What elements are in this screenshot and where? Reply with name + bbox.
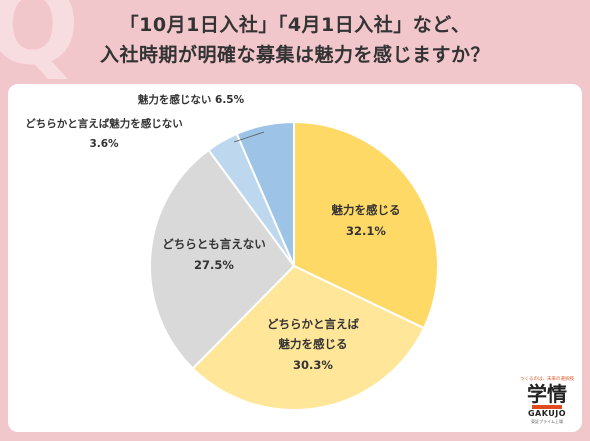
gakujo-logo: つくるのは、未来の選択肢 学情 GAKUJO 東証プライム上場 bbox=[516, 376, 578, 425]
q-mark-decoration: Q bbox=[0, 0, 80, 89]
label-slice-4: 魅力を感じない 6.5% bbox=[138, 93, 245, 106]
label-slice-2-name: どちらとも言えない bbox=[162, 237, 266, 251]
label-slice-1-name-b: 魅力を感じる bbox=[279, 337, 348, 351]
logo-bar bbox=[532, 405, 562, 409]
pie-slice-0 bbox=[293, 120, 439, 330]
logo-latin: GAKUJO bbox=[527, 409, 567, 418]
label-slice-2-value: 27.5% bbox=[194, 258, 234, 272]
pie-chart: 魅力を感じる 32.1% どちらかと言えば 魅力を感じる 30.3% どちらとも… bbox=[25, 93, 439, 411]
chart-panel: 魅力を感じる 32.1% どちらかと言えば 魅力を感じる 30.3% どちらとも… bbox=[8, 84, 582, 432]
pie-slice-2 bbox=[149, 148, 296, 370]
label-slice-0-name: 魅力を感じる bbox=[332, 203, 401, 217]
label-slice-1-value: 30.3% bbox=[293, 358, 333, 372]
label-slice-3-name: どちらかと言えば魅力を感じない bbox=[25, 117, 183, 130]
label-slice-3-value: 3.6% bbox=[89, 138, 119, 150]
logo-kanji: 学情 bbox=[527, 382, 567, 406]
label-slice-0-value: 32.1% bbox=[346, 224, 386, 238]
logo-subtext: 東証プライム上場 bbox=[531, 419, 563, 424]
logo-tagline: つくるのは、未来の選択肢 bbox=[520, 377, 574, 382]
pie-slice-4 bbox=[235, 120, 295, 267]
question-title: 「10月1日入社」「4月1日入社」など、 入社時期が明確な募集は魅力を感じますか… bbox=[0, 10, 590, 70]
title-line-2: 入社時期が明確な募集は魅力を感じますか？ bbox=[99, 44, 490, 66]
label-slice-1-name-a: どちらかと言えば bbox=[267, 317, 359, 331]
title-line-1: 「10月1日入社」「4月1日入社」など、 bbox=[119, 14, 471, 36]
leader-line-slice-3 bbox=[233, 131, 265, 143]
pie-slice-1 bbox=[191, 264, 426, 411]
